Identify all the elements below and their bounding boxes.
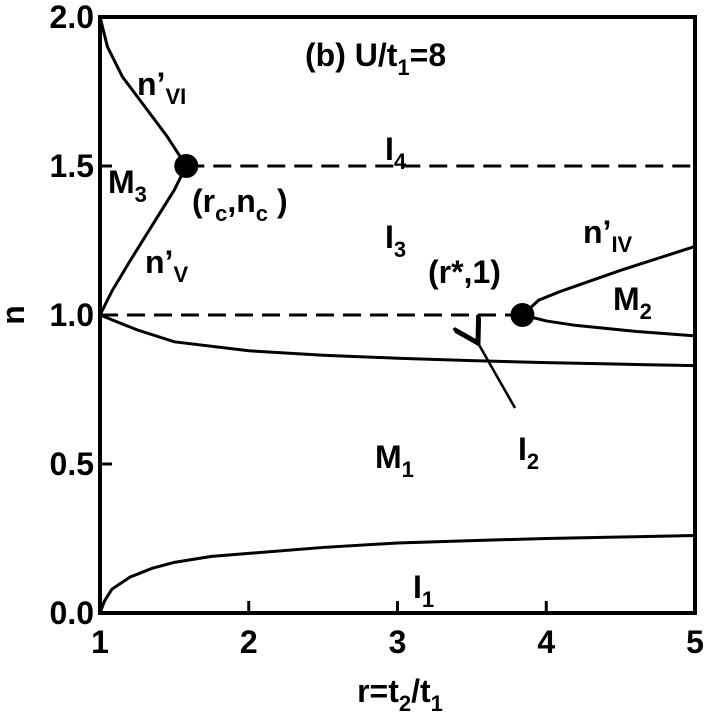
annotation-part: ,n bbox=[227, 183, 255, 219]
point bbox=[174, 154, 199, 178]
annotation: I4 bbox=[385, 131, 407, 174]
annotation: I2 bbox=[518, 431, 539, 474]
annotation: (rc,nc ) bbox=[192, 183, 288, 226]
phase-boundary bbox=[98, 534, 696, 614]
y-axis-label: n bbox=[0, 305, 31, 325]
x-tick-label: 3 bbox=[389, 624, 407, 660]
x-axis-label-part: 1 bbox=[431, 691, 443, 716]
annotation-part: M bbox=[108, 164, 135, 200]
annotation-part: 1 bbox=[397, 55, 409, 80]
annotation: n’VI bbox=[137, 66, 186, 109]
annotation-part: I bbox=[413, 569, 422, 605]
annotation-part: n’ bbox=[137, 66, 165, 102]
annotation-part: n’ bbox=[145, 244, 173, 280]
annotation-part: (r*,1) bbox=[428, 254, 501, 290]
annotation-part: c bbox=[215, 201, 227, 226]
phase-boundary bbox=[522, 313, 696, 338]
phase-boundary bbox=[98, 16, 188, 167]
annotation-part: 2 bbox=[527, 449, 539, 474]
annotation-part: 1 bbox=[422, 587, 434, 612]
y-tick-label: 1.5 bbox=[50, 148, 94, 184]
annotation: (b) U/t1=8 bbox=[305, 37, 446, 80]
x-axis-label: r=t2/t1 bbox=[357, 673, 443, 716]
annotation-part: (b) U/t bbox=[305, 37, 398, 73]
annotation: I1 bbox=[413, 569, 434, 612]
x-tick-label: 4 bbox=[537, 624, 555, 660]
annotation: M3 bbox=[108, 164, 147, 207]
x-axis-label-part: /t bbox=[411, 673, 431, 709]
arrow bbox=[478, 343, 517, 409]
y-tick-label: 0.5 bbox=[50, 446, 94, 482]
annotation-part: VI bbox=[165, 84, 186, 109]
annotation: M2 bbox=[613, 281, 652, 324]
annotation: (r*,1) bbox=[428, 254, 501, 290]
y-axis-label-part: n bbox=[0, 305, 31, 325]
annotation-part: c bbox=[256, 201, 268, 226]
annotation: n’IV bbox=[583, 214, 633, 257]
annotation-part: (r bbox=[192, 183, 215, 219]
annotation-part: 3 bbox=[394, 237, 406, 262]
y-tick-label: 0.0 bbox=[50, 595, 94, 631]
x-tick-label: 2 bbox=[240, 624, 258, 660]
x-axis-label-part: 2 bbox=[399, 691, 411, 716]
annotation-part: 2 bbox=[640, 299, 652, 324]
y-tick-label: 2.0 bbox=[50, 0, 94, 35]
y-tick-label: 1.0 bbox=[50, 297, 94, 333]
annotation: M1 bbox=[375, 439, 414, 482]
phase-boundary bbox=[98, 165, 188, 316]
annotation-part: 3 bbox=[135, 182, 147, 207]
annotation-part: ) bbox=[268, 183, 288, 219]
annotation-part: n’ bbox=[583, 214, 611, 250]
annotation-part: I bbox=[385, 131, 394, 167]
annotation: n’V bbox=[145, 244, 188, 287]
annotation-part: I bbox=[518, 431, 527, 467]
annotation-part: 1 bbox=[402, 457, 414, 482]
annotation-part: 4 bbox=[394, 149, 407, 174]
phase-boundary bbox=[521, 245, 696, 317]
annotation: I3 bbox=[385, 219, 406, 262]
annotation-part: M bbox=[613, 281, 640, 317]
x-tick-label: 5 bbox=[686, 624, 704, 660]
annotation-part: I bbox=[385, 219, 394, 255]
phase-boundary bbox=[99, 313, 696, 368]
annotation-part: V bbox=[173, 262, 188, 287]
annotation-part: IV bbox=[611, 232, 632, 257]
point bbox=[510, 303, 535, 327]
x-axis-label-part: r=t bbox=[357, 673, 399, 709]
annotation-part: M bbox=[375, 439, 402, 475]
x-tick-label: 1 bbox=[91, 624, 109, 660]
annotation-part: =8 bbox=[410, 37, 446, 73]
